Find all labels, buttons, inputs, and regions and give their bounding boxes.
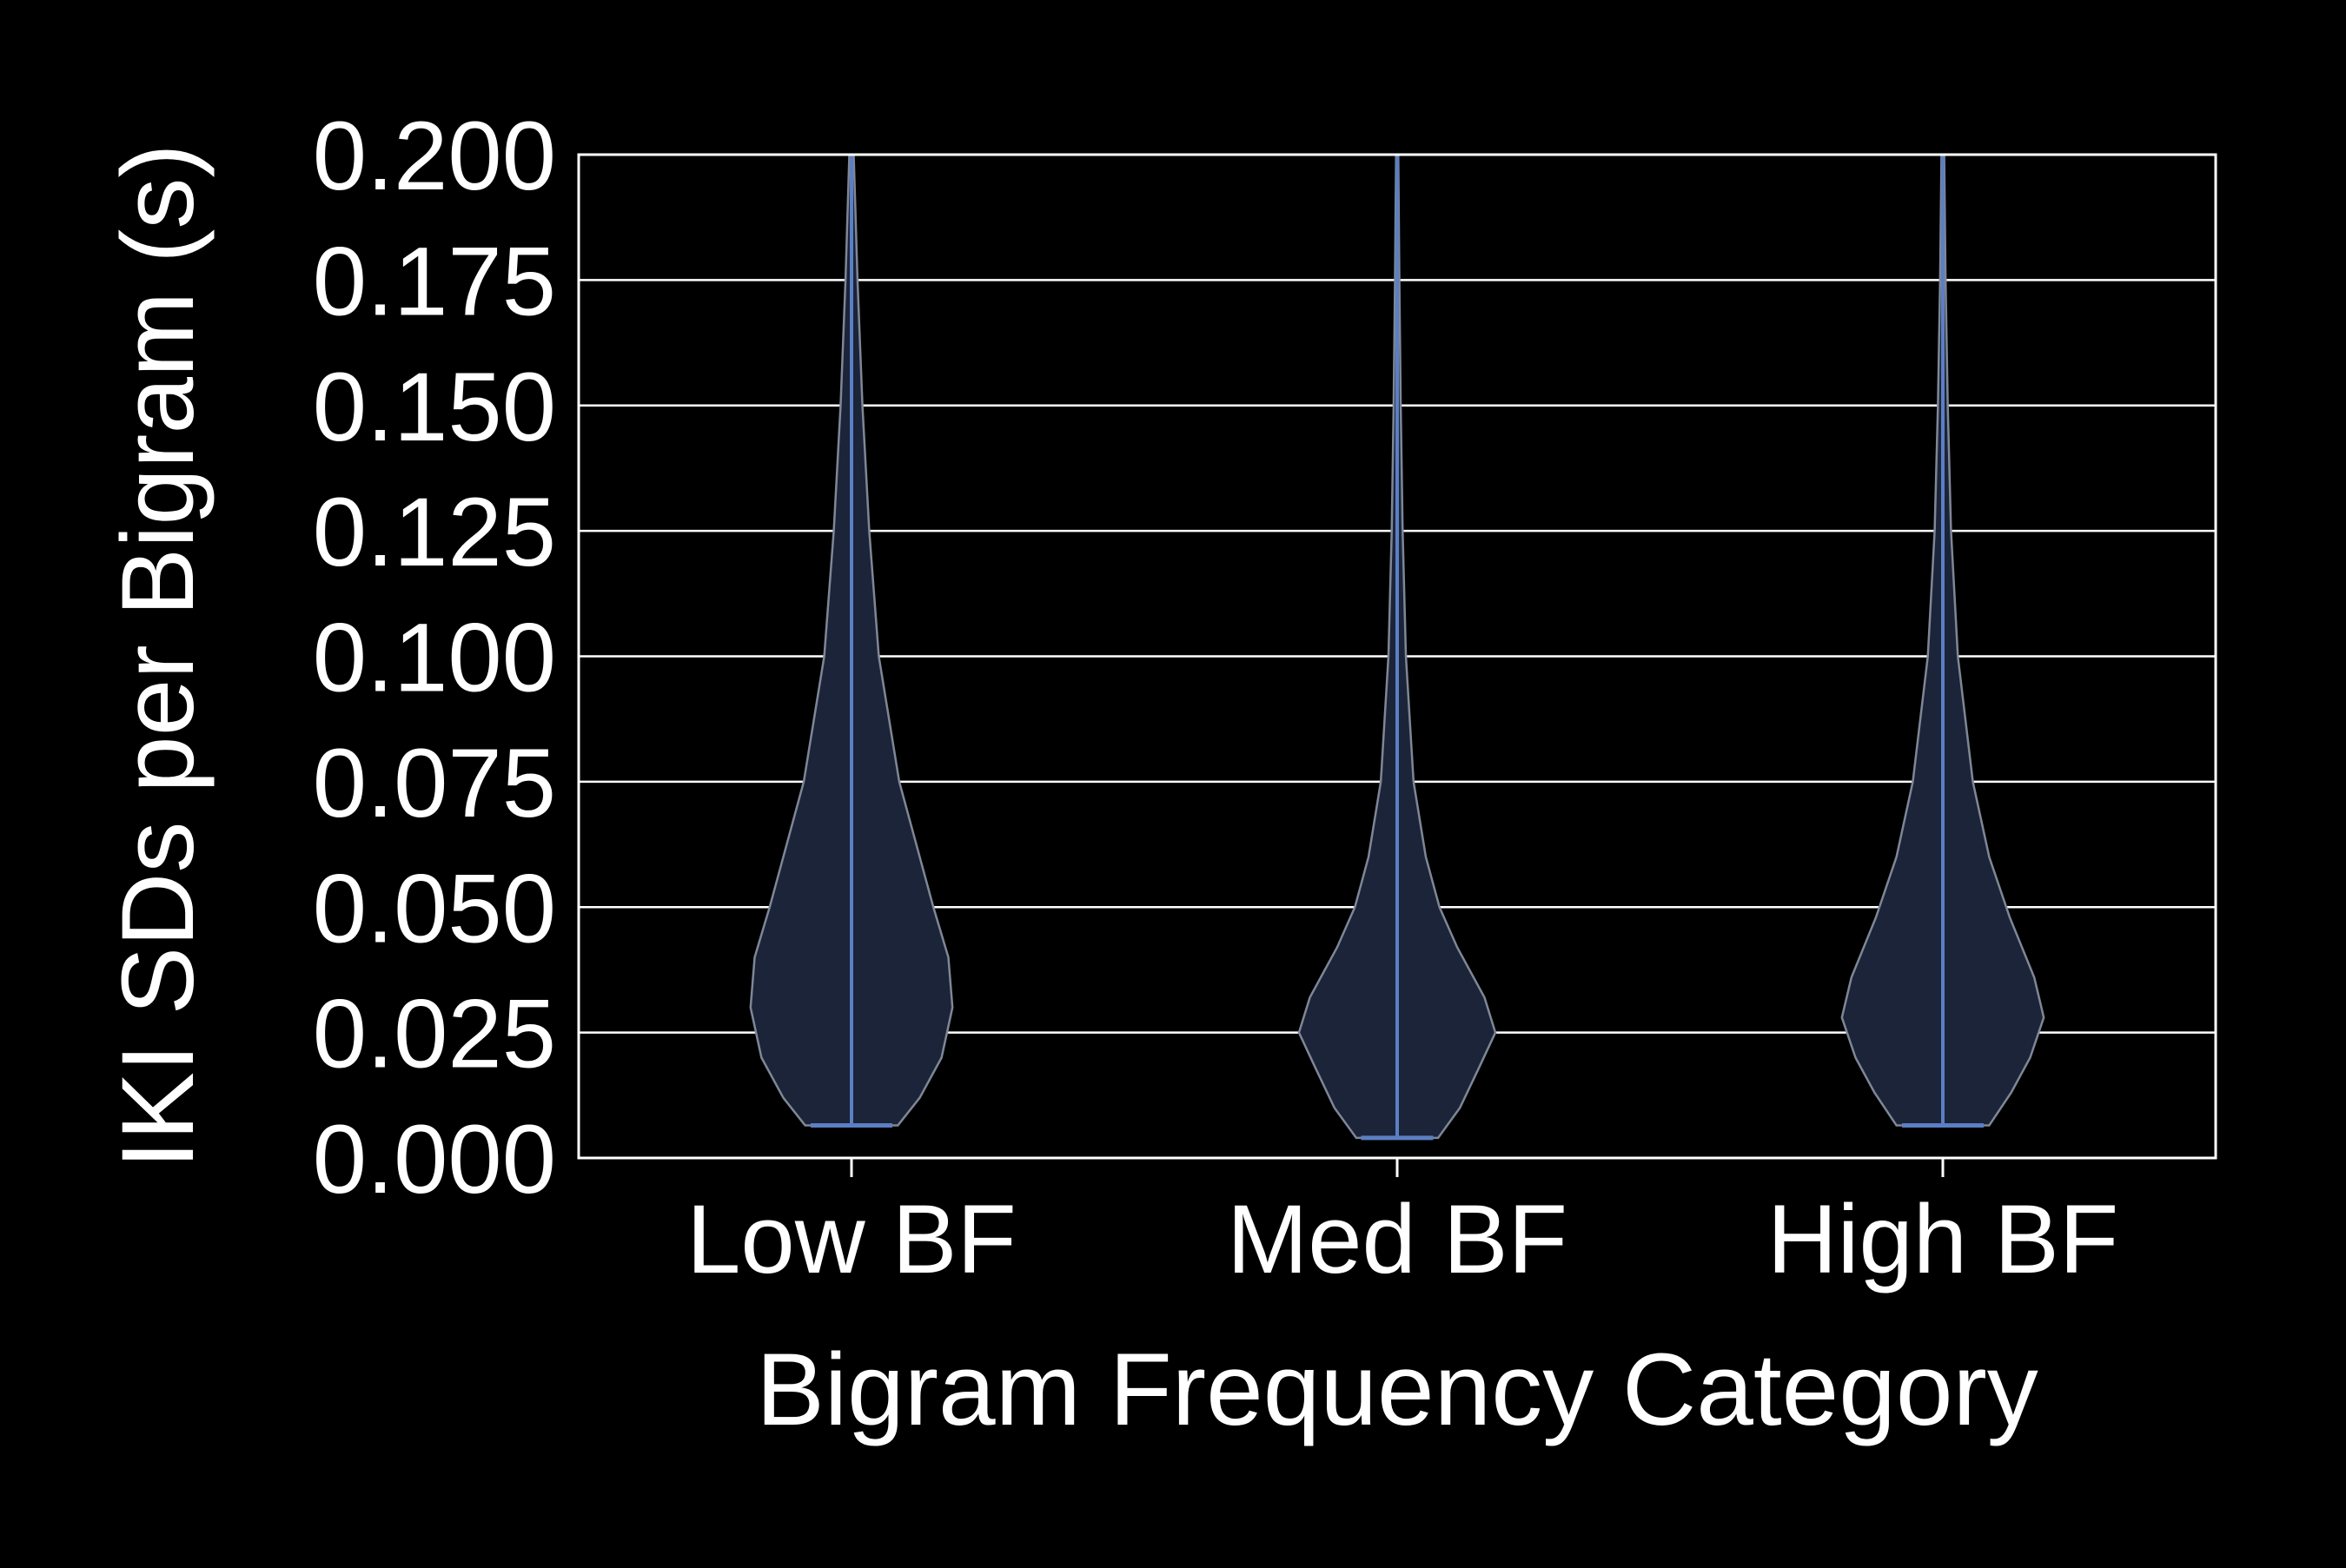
y-axis-label: IKI SDs per Bigram (s) (101, 143, 215, 1168)
y-tick-label: 0.175 (313, 227, 556, 335)
x-tick-label: High BF (1767, 1185, 2119, 1293)
x-tick-label: Med BF (1227, 1185, 1567, 1293)
ticks: 0.000 0.025 0.050 0.075 0.100 0.125 0.150 0.175… (313, 102, 2119, 1293)
y-tick-label: 0.100 (313, 604, 556, 712)
y-tick-label: 0.050 (313, 854, 556, 963)
x-tick-label: Low BF (686, 1185, 1017, 1293)
y-tick-label: 0.000 (313, 1105, 556, 1214)
y-tick-label: 0.075 (313, 729, 556, 837)
y-tick-label: 0.025 (313, 980, 556, 1088)
violins (749, 153, 2045, 1141)
y-tick-label: 0.200 (313, 102, 556, 210)
y-tick-label: 0.150 (313, 353, 556, 461)
y-tick-label: 0.125 (313, 478, 556, 586)
x-axis-label: Bigram Frequency Category (756, 1333, 2038, 1447)
